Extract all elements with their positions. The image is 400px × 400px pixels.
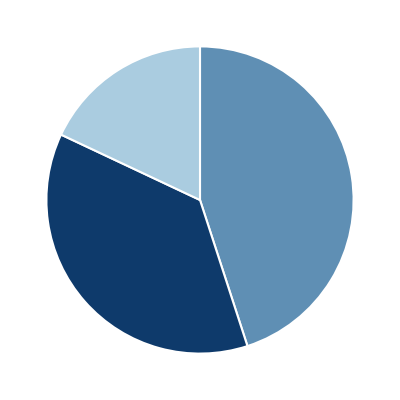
- Wedge shape: [46, 135, 248, 354]
- Wedge shape: [61, 46, 200, 200]
- Wedge shape: [200, 46, 354, 346]
